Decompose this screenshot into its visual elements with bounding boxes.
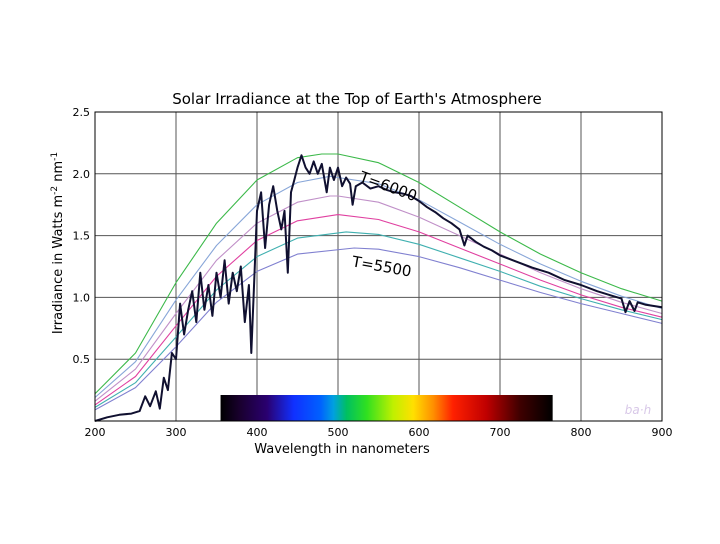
x-tick-label: 800 [571, 426, 592, 439]
x-tick-label: 700 [490, 426, 511, 439]
series-line-1 [94, 175, 663, 398]
y-tick-label: 2.0 [73, 168, 91, 181]
series-line-0 [94, 153, 663, 395]
series-line-3 [94, 214, 663, 406]
x-tick-label: 600 [409, 426, 430, 439]
plot-frame [94, 111, 663, 422]
x-tick-label: 300 [166, 426, 187, 439]
y-axis-label: Irradiance in Watts m-2 nm-1 [50, 152, 66, 334]
y-axis-label-mid: nm [51, 161, 66, 186]
x-tick-label: 500 [328, 426, 349, 439]
y-tick-labels: 0.5 1.0 1.5 2.0 2.5 [73, 106, 91, 366]
y-tick-label: 1.0 [73, 291, 91, 304]
x-tick-labels: 200 300 400 500 600 700 800 900 [85, 426, 673, 439]
y-axis-label-sup2: -1 [50, 152, 60, 161]
x-tick-label: 400 [247, 426, 268, 439]
y-axis-label-main: Irradiance in Watts m [51, 195, 66, 334]
annotation-t6000: T=6000 [356, 167, 419, 205]
y-axis-label-sup1: -2 [50, 186, 60, 195]
x-axis-label: Wavelength in nanometers [254, 442, 430, 457]
series-line-6 [94, 154, 663, 422]
series-line-2 [94, 195, 663, 402]
series-line-4 [94, 231, 663, 408]
y-tick-label: 0.5 [73, 353, 91, 366]
series [94, 153, 663, 422]
grid [95, 112, 662, 421]
x-tick-label: 900 [652, 426, 673, 439]
y-tick-label: 2.5 [73, 106, 91, 119]
x-tick-label: 200 [85, 426, 106, 439]
annotation-t5500: T=5500 [350, 252, 413, 280]
visible-spectrum-band [220, 395, 553, 421]
chart-title: Solar Irradiance at the Top of Earth's A… [172, 90, 542, 108]
watermark: ba·h [625, 403, 651, 417]
y-tick-label: 1.5 [73, 230, 91, 243]
series-line-5 [94, 247, 663, 411]
